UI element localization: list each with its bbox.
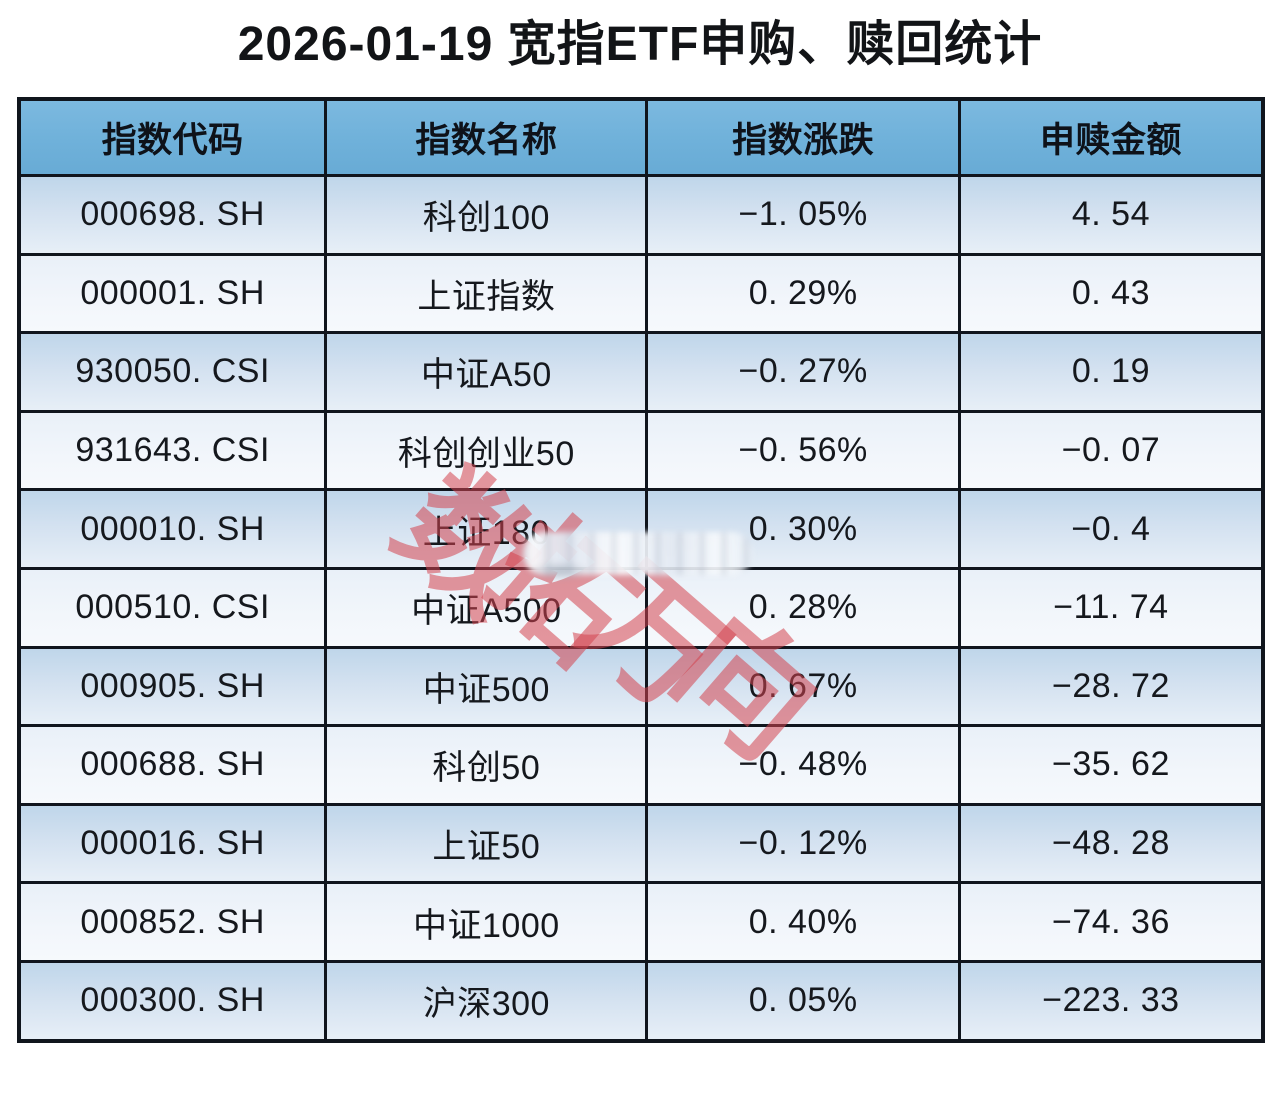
index-code-cell: 931643. CSI [21,412,328,489]
index-change-cell: 0. 30% [648,491,961,567]
table-row: 000905. SH 中证500 0. 67% −28. 72 [21,648,1261,728]
table-row: 000698. SH 科创100 −1. 05% 4. 54 [21,177,1261,256]
flow-amount-cell: −35. 62 [1051,745,1170,784]
table-row: 000016. SH 上证50 −0. 12% −48. 28 [21,805,1261,885]
index-change-cell: 0. 05% [648,962,961,1039]
index-name-cell: 科创100 [327,177,649,253]
table-row: 931643. CSI 科创创业50 −0. 56% −0. 07 [21,412,1261,492]
index-change-cell: −0. 27% [648,334,961,410]
table-row: 000852. SH 中证1000 0. 40% −74. 36 [21,884,1261,963]
index-code-cell: 000016. SH [21,805,328,882]
flow-amount-cell: −223. 33 [1042,981,1180,1020]
index-code-cell: 000300. SH [21,962,328,1039]
index-code-cell: 000510. CSI [21,569,328,646]
page-title: 2026-01-19 宽指ETF申购、赎回统计 [237,18,1043,71]
blurred-redaction-patch [523,532,753,581]
column-header-index-name: 指数名称 [327,101,649,174]
index-code-cell: 000010. SH [21,491,328,567]
column-header-index-change: 指数涨跌 [648,101,961,174]
flow-amount-cell: 4. 54 [1071,195,1150,234]
index-code-cell: 000698. SH [21,177,328,253]
index-code-cell: 000001. SH [21,255,328,332]
index-change-cell: −1. 05% [648,177,961,253]
index-name-cell: 中证500 [327,648,649,725]
index-change-cell: 0. 28% [648,569,961,646]
index-change-cell: 0. 67% [648,648,961,725]
flow-amount-cell: −74. 36 [1051,902,1170,941]
index-change-cell: −0. 56% [648,412,961,489]
index-code-cell: 000852. SH [21,884,328,960]
table-header-row: 指数代码 指数名称 指数涨跌 申赎金额 [21,101,1261,177]
table-row: 000300. SH 沪深300 0. 05% −223. 33 [21,962,1261,1039]
index-name-cell: 中证1000 [327,884,649,960]
flow-amount-cell: 0. 43 [1071,273,1150,312]
table-row: 000010. SH 上证180 0. 30% −0. 4 [21,491,1261,570]
index-change-cell: 0. 29% [648,255,961,332]
column-header-flow-amount: 申赎金额 [1039,121,1182,160]
flow-amount-cell: −28. 72 [1051,666,1170,705]
table-row: 930050. CSI 中证A50 −0. 27% 0. 19 [21,334,1261,413]
table-row: 000688. SH 科创50 −0. 48% −35. 62 [21,727,1261,806]
index-code-cell: 930050. CSI [21,334,328,410]
flow-amount-cell: 0. 19 [1071,352,1150,391]
index-name-cell: 沪深300 [327,962,649,1039]
index-change-cell: −0. 48% [648,727,961,803]
index-name-cell: 中证A50 [327,334,649,410]
flow-amount-cell: −0. 07 [1061,431,1161,470]
index-code-cell: 000905. SH [21,648,328,725]
table-row: 000001. SH 上证指数 0. 29% 0. 43 [21,255,1261,335]
index-code-cell: 000688. SH [21,727,328,803]
index-name-cell: 中证A500 [327,569,649,646]
etf-flow-table: 指数代码 指数名称 指数涨跌 申赎金额 000698. SH 科创100 −1. 05% 4… [17,97,1265,1043]
table-body: 000698. SH 科创100 −1. 05% 4. 54 000001. SH 上证指… [21,177,1261,1039]
flow-amount-cell: −11. 74 [1053,588,1169,627]
index-change-cell: 0. 40% [648,884,961,960]
index-name-cell: 科创创业50 [327,412,649,489]
flow-amount-cell: −48. 28 [1051,824,1170,863]
column-header-index-code: 指数代码 [21,101,328,174]
index-name-cell: 上证50 [327,805,649,882]
table-row: 000510. CSI 中证A500 0. 28% −11. 74 [21,569,1261,649]
flow-amount-cell: −0. 4 [1071,509,1151,548]
index-change-cell: −0. 12% [648,805,961,882]
index-name-cell: 上证指数 [327,255,649,332]
index-name-cell: 科创50 [327,727,649,803]
